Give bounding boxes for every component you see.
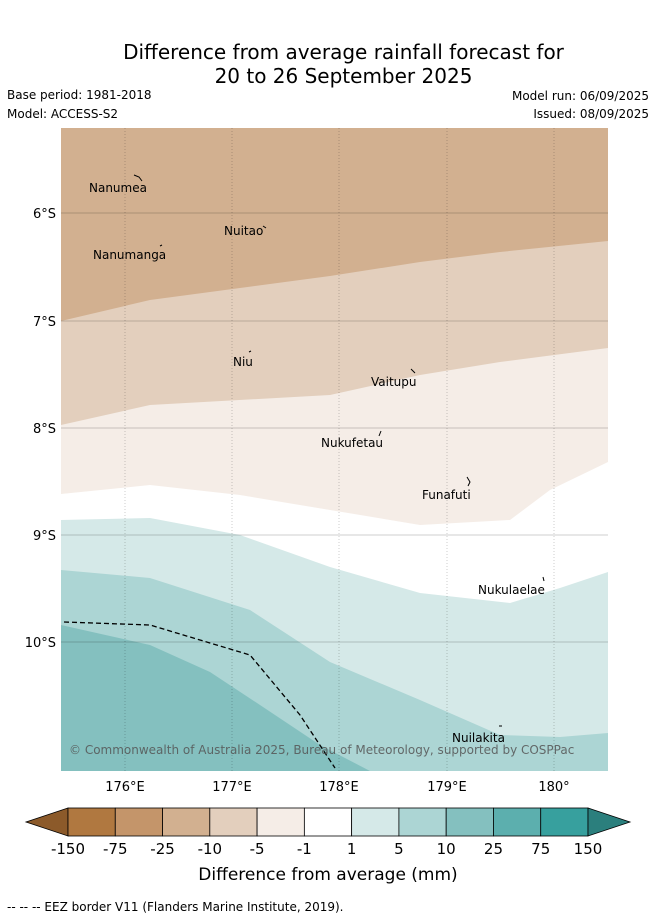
colorbar-extend-low: [24, 807, 69, 837]
colorbar-tick-label: 1: [347, 840, 357, 858]
graticule: [61, 128, 608, 771]
island-labels: Nanumea Nuitao Nanumanga Niu Vaitupu Nuk…: [89, 181, 545, 745]
lat-label: 6°S: [33, 207, 56, 222]
lon-label: 177°E: [212, 780, 252, 795]
colorbar-swatch: [114, 807, 163, 837]
lon-label: 180°: [538, 780, 569, 795]
colorbar-tick-label: -10: [198, 840, 223, 858]
lat-label: 7°S: [33, 315, 56, 330]
colorbar-swatch: [162, 807, 211, 837]
issued-date: Issued: 08/09/2025: [533, 107, 649, 121]
colorbar-tick-label: -1: [297, 840, 312, 858]
copyright-text: © Commonwealth of Australia 2025, Bureau…: [69, 743, 574, 757]
island-label: Nukulaelae: [478, 583, 545, 597]
colorbar-tick-label: 150: [574, 840, 603, 858]
colorbar-swatch: [256, 807, 305, 837]
lat-label: 10°S: [25, 636, 56, 651]
colorbar-tick-label: 25: [484, 840, 503, 858]
model-run-date: Model run: 06/09/2025: [511, 89, 649, 103]
colorbar-extend-high: [587, 807, 632, 837]
colorbar: -150 -75 -25 -10 -5 -1 1 5 10 25 75 150 Difference f…: [24, 807, 632, 885]
band-10-to-25: [61, 625, 370, 771]
colorbar-tick-label: -25: [150, 840, 175, 858]
colorbar-swatch: [493, 807, 542, 837]
island-shapes: [133, 174, 545, 727]
colorbar-tick-label: -5: [250, 840, 265, 858]
colorbar-swatch: [351, 807, 400, 837]
title-line-2: 20 to 26 September 2025: [214, 64, 473, 88]
latitude-labels: 6°S 7°S 8°S 9°S 10°S: [25, 207, 56, 651]
island-label: Nuitao: [224, 224, 263, 238]
colorbar-tick-label: -75: [103, 840, 128, 858]
lon-label: 178°E: [319, 780, 359, 795]
eez-border: [63, 621, 336, 769]
model-name: Model: ACCESS-S2: [7, 107, 119, 121]
title-line-1: Difference from average rainfall forecas…: [123, 40, 564, 64]
island-label: Nanumanga: [93, 248, 166, 262]
island-label: Nukufetau: [321, 436, 383, 450]
island-label: Funafuti: [422, 488, 471, 502]
colorbar-label: Difference from average (mm): [198, 865, 457, 885]
lat-label: 8°S: [33, 422, 56, 437]
colorbar-swatch: [67, 807, 116, 837]
eez-footnote: -- -- -- EEZ border V11 (Flanders Marine…: [7, 900, 344, 914]
island-label: Niu: [233, 355, 253, 369]
colorbar-swatch: [445, 807, 494, 837]
colorbar-swatch: [209, 807, 258, 837]
colorbar-swatch: [398, 807, 447, 837]
island-label: Vaitupu: [371, 375, 417, 389]
map-field: [61, 128, 608, 771]
colorbar-tick-label: 10: [437, 840, 456, 858]
colorbar-swatch: [303, 807, 353, 837]
lon-label: 179°E: [427, 780, 467, 795]
longitude-labels: 176°E 177°E 178°E 179°E 180°: [105, 780, 569, 795]
lat-label: 9°S: [33, 529, 56, 544]
island-label: Nuilakita: [452, 731, 505, 745]
title: Difference from average rainfall forecas…: [0, 40, 655, 88]
colorbar-tick-label: 5: [394, 840, 404, 858]
lon-label: 176°E: [105, 780, 145, 795]
island-label: Nanumea: [89, 181, 147, 195]
base-period: Base period: 1981-2018: [7, 88, 152, 102]
colorbar-swatch: [540, 807, 589, 837]
colorbar-tick-label: -150: [51, 840, 85, 858]
colorbar-tick-label: 75: [531, 840, 550, 858]
